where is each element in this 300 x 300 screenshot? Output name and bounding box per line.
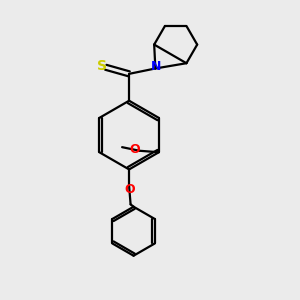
Text: S: S: [97, 59, 107, 73]
Text: N: N: [151, 60, 161, 73]
Text: O: O: [130, 143, 140, 156]
Text: O: O: [124, 183, 135, 196]
